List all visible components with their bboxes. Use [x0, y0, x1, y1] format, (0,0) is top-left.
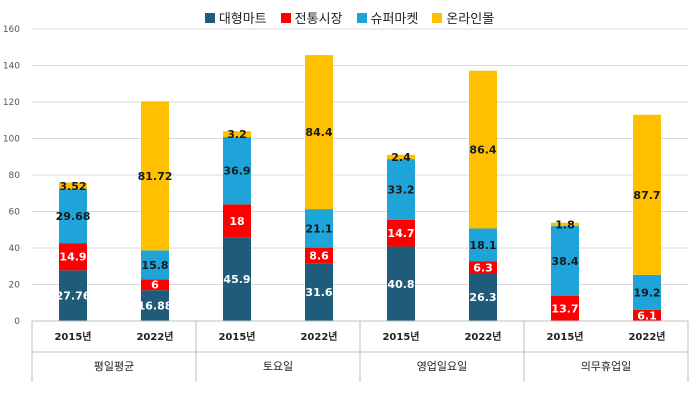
data-label: 3.2	[227, 128, 247, 141]
data-label: 86.4	[469, 144, 496, 157]
bar-segment	[387, 159, 415, 220]
legend-label: 슈퍼마켓	[370, 12, 419, 27]
data-label: 18.1	[469, 239, 496, 252]
x-group-label: 의무휴업일	[581, 359, 632, 373]
legend-label: 대형마트	[218, 12, 267, 27]
data-label: 6.1	[637, 309, 657, 322]
x-group-label: 영업일요일	[417, 359, 468, 373]
legend-swatch	[356, 12, 367, 23]
data-label: 45.9	[223, 273, 250, 286]
bar-segment	[141, 290, 169, 321]
y-tick-label: 40	[9, 244, 21, 254]
bar-segment	[387, 219, 415, 247]
data-label: 6	[151, 279, 159, 292]
bar-segment	[551, 295, 579, 321]
bar-segment	[305, 55, 333, 210]
bar-segment	[633, 309, 661, 321]
data-label: 87.7	[633, 189, 660, 202]
data-label: 3.52	[59, 180, 86, 193]
data-label: 33.2	[387, 183, 414, 196]
bar-segment	[59, 243, 87, 271]
bar-segment	[223, 237, 251, 321]
data-label: 15.8	[141, 259, 168, 272]
bar-segment	[305, 263, 333, 321]
x-tick-label: 2015년	[218, 330, 255, 343]
bar-segment	[223, 204, 251, 238]
bar-segment	[59, 182, 87, 189]
data-label: 84.4	[305, 126, 332, 139]
y-tick-label: 140	[3, 62, 20, 72]
x-tick-label: 2022년	[300, 330, 337, 343]
bar-segment	[469, 273, 497, 321]
x-group-label: 토요일	[263, 359, 293, 373]
legend-swatch	[432, 12, 443, 23]
data-label: 16.88	[138, 300, 173, 313]
data-label: 81.72	[138, 170, 173, 183]
y-tick-label: 20	[9, 281, 21, 291]
bar-segment	[469, 70, 497, 229]
y-tick-label: 120	[3, 98, 20, 108]
bar-segment	[141, 250, 169, 280]
data-label: 6.3	[473, 261, 493, 274]
y-tick-label: 60	[9, 208, 21, 218]
legend-item: 대형마트	[204, 8, 267, 27]
data-label: 2.4	[391, 151, 411, 164]
legend-item: 온라인몰	[432, 8, 494, 27]
x-tick-label: 2022년	[136, 330, 173, 343]
data-label: 18	[229, 215, 244, 228]
bar-segment	[387, 246, 415, 321]
legend-swatch	[280, 12, 291, 23]
legend-item: 전통시장	[280, 8, 343, 27]
data-label: 8.6	[309, 249, 329, 262]
bar-segment	[305, 209, 333, 248]
data-label: 31.6	[305, 286, 332, 299]
data-label: 21.1	[305, 222, 332, 235]
bar-segment	[223, 131, 251, 138]
bar-segment	[59, 188, 87, 244]
bar-segment	[551, 225, 579, 296]
x-tick-label: 2015년	[546, 330, 583, 343]
bar-segment	[305, 247, 333, 264]
bar-segment	[469, 228, 497, 262]
y-tick-label: 80	[9, 171, 21, 181]
data-label: 14.9	[59, 251, 86, 264]
data-label: 13.7	[551, 302, 578, 315]
bar-segment	[387, 154, 415, 160]
y-tick-label: 0	[14, 317, 20, 327]
y-tick-label: 100	[3, 135, 20, 145]
legend-label: 전통시장	[294, 12, 343, 27]
bar-segment	[469, 261, 497, 274]
x-tick-label: 2022년	[464, 330, 501, 343]
bar-segment	[223, 137, 251, 205]
bar-segment	[551, 222, 579, 226]
bar-segment	[59, 270, 87, 321]
data-label: 29.68	[56, 210, 91, 223]
x-tick-label: 2022년	[628, 330, 665, 343]
data-label: 27.76	[56, 290, 91, 303]
data-label: 1.8	[555, 218, 575, 231]
data-label: 26.3	[469, 291, 496, 304]
data-label: 36.9	[223, 165, 250, 178]
legend-swatch	[204, 12, 215, 23]
x-tick-label: 2015년	[382, 330, 419, 343]
bar-segment	[633, 114, 661, 275]
data-label: 40.8	[387, 278, 414, 291]
chart-legend: 대형마트 전통시장 슈퍼마켓 온라인몰	[0, 8, 699, 27]
bar-segment	[141, 101, 169, 251]
y-tick-label: 160	[3, 25, 20, 35]
data-label: 14.7	[387, 227, 414, 240]
legend-label: 온라인몰	[446, 12, 495, 27]
data-label: 19.2	[633, 286, 660, 299]
legend-item: 슈퍼마켓	[356, 8, 419, 27]
data-label: 38.4	[551, 255, 578, 268]
bar-segment	[633, 274, 661, 310]
bar-segment	[141, 279, 169, 291]
x-group-label: 평일평균	[94, 359, 134, 373]
x-tick-label: 2015년	[54, 330, 91, 343]
